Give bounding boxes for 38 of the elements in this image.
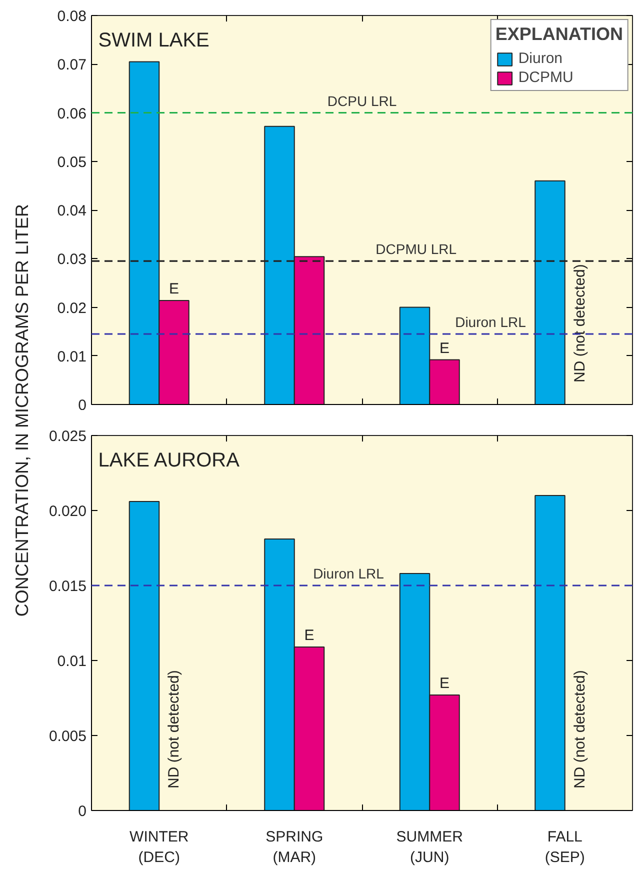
y-tick-label: 0.07	[57, 56, 87, 74]
text: SWIM LAKE	[98, 30, 210, 52]
data-label: E	[440, 340, 450, 357]
y-tick-label: 0.08	[57, 8, 87, 25]
y-tick-label: 0.01	[57, 348, 87, 366]
y-tick-label: 0.01	[57, 653, 87, 670]
y-tick-label: 0.04	[57, 202, 87, 220]
y-tick-label: 0.03	[57, 251, 87, 268]
x-tick-label: SPRING (MAR)	[266, 828, 324, 866]
annotation: ND (not detected)	[571, 670, 588, 788]
y-tick-label: 0.005	[48, 728, 87, 745]
ref-line-label: DCPU LRL	[327, 92, 397, 109]
bar	[534, 495, 566, 810]
y-tick-label: 0	[78, 803, 86, 820]
text: LAKE AURORA	[98, 450, 240, 472]
y-axis-title: CONCENTRATION, IN MICROGRAMS PER LITER	[12, 204, 32, 617]
legend-title: EXPLANATION	[495, 24, 623, 45]
ref-line-label: DCPMU LRL	[376, 241, 457, 258]
y-tick-label: 0.05	[57, 154, 87, 171]
data-label: E	[169, 280, 180, 298]
y-tick-label: 0.06	[57, 105, 87, 122]
x-tick-label: SUMMER (JUN)	[396, 828, 464, 866]
bar	[128, 501, 160, 810]
legend-label: Diuron	[518, 50, 563, 67]
data-label: E	[304, 627, 314, 644]
annotation: ND (not detected)	[571, 264, 588, 382]
y-tick-label: 0.015	[48, 578, 87, 595]
y-tick-label: 0.02	[57, 300, 87, 317]
y-tick-label: 0.020	[48, 503, 87, 520]
y-tick-label: 0.025	[48, 428, 87, 445]
data-label: E	[440, 675, 450, 692]
legend-label: DCPMU	[518, 69, 574, 86]
y-tick-label: 0	[78, 397, 86, 414]
annotation: ND (not detected)	[166, 670, 183, 788]
ref-line-label: Diuron LRL	[455, 314, 526, 330]
x-tick-label: WINTER (DEC)	[130, 828, 189, 866]
x-tick-label: FALL (SEP)	[544, 828, 585, 866]
ref-line-label: Diuron LRL	[313, 566, 384, 582]
